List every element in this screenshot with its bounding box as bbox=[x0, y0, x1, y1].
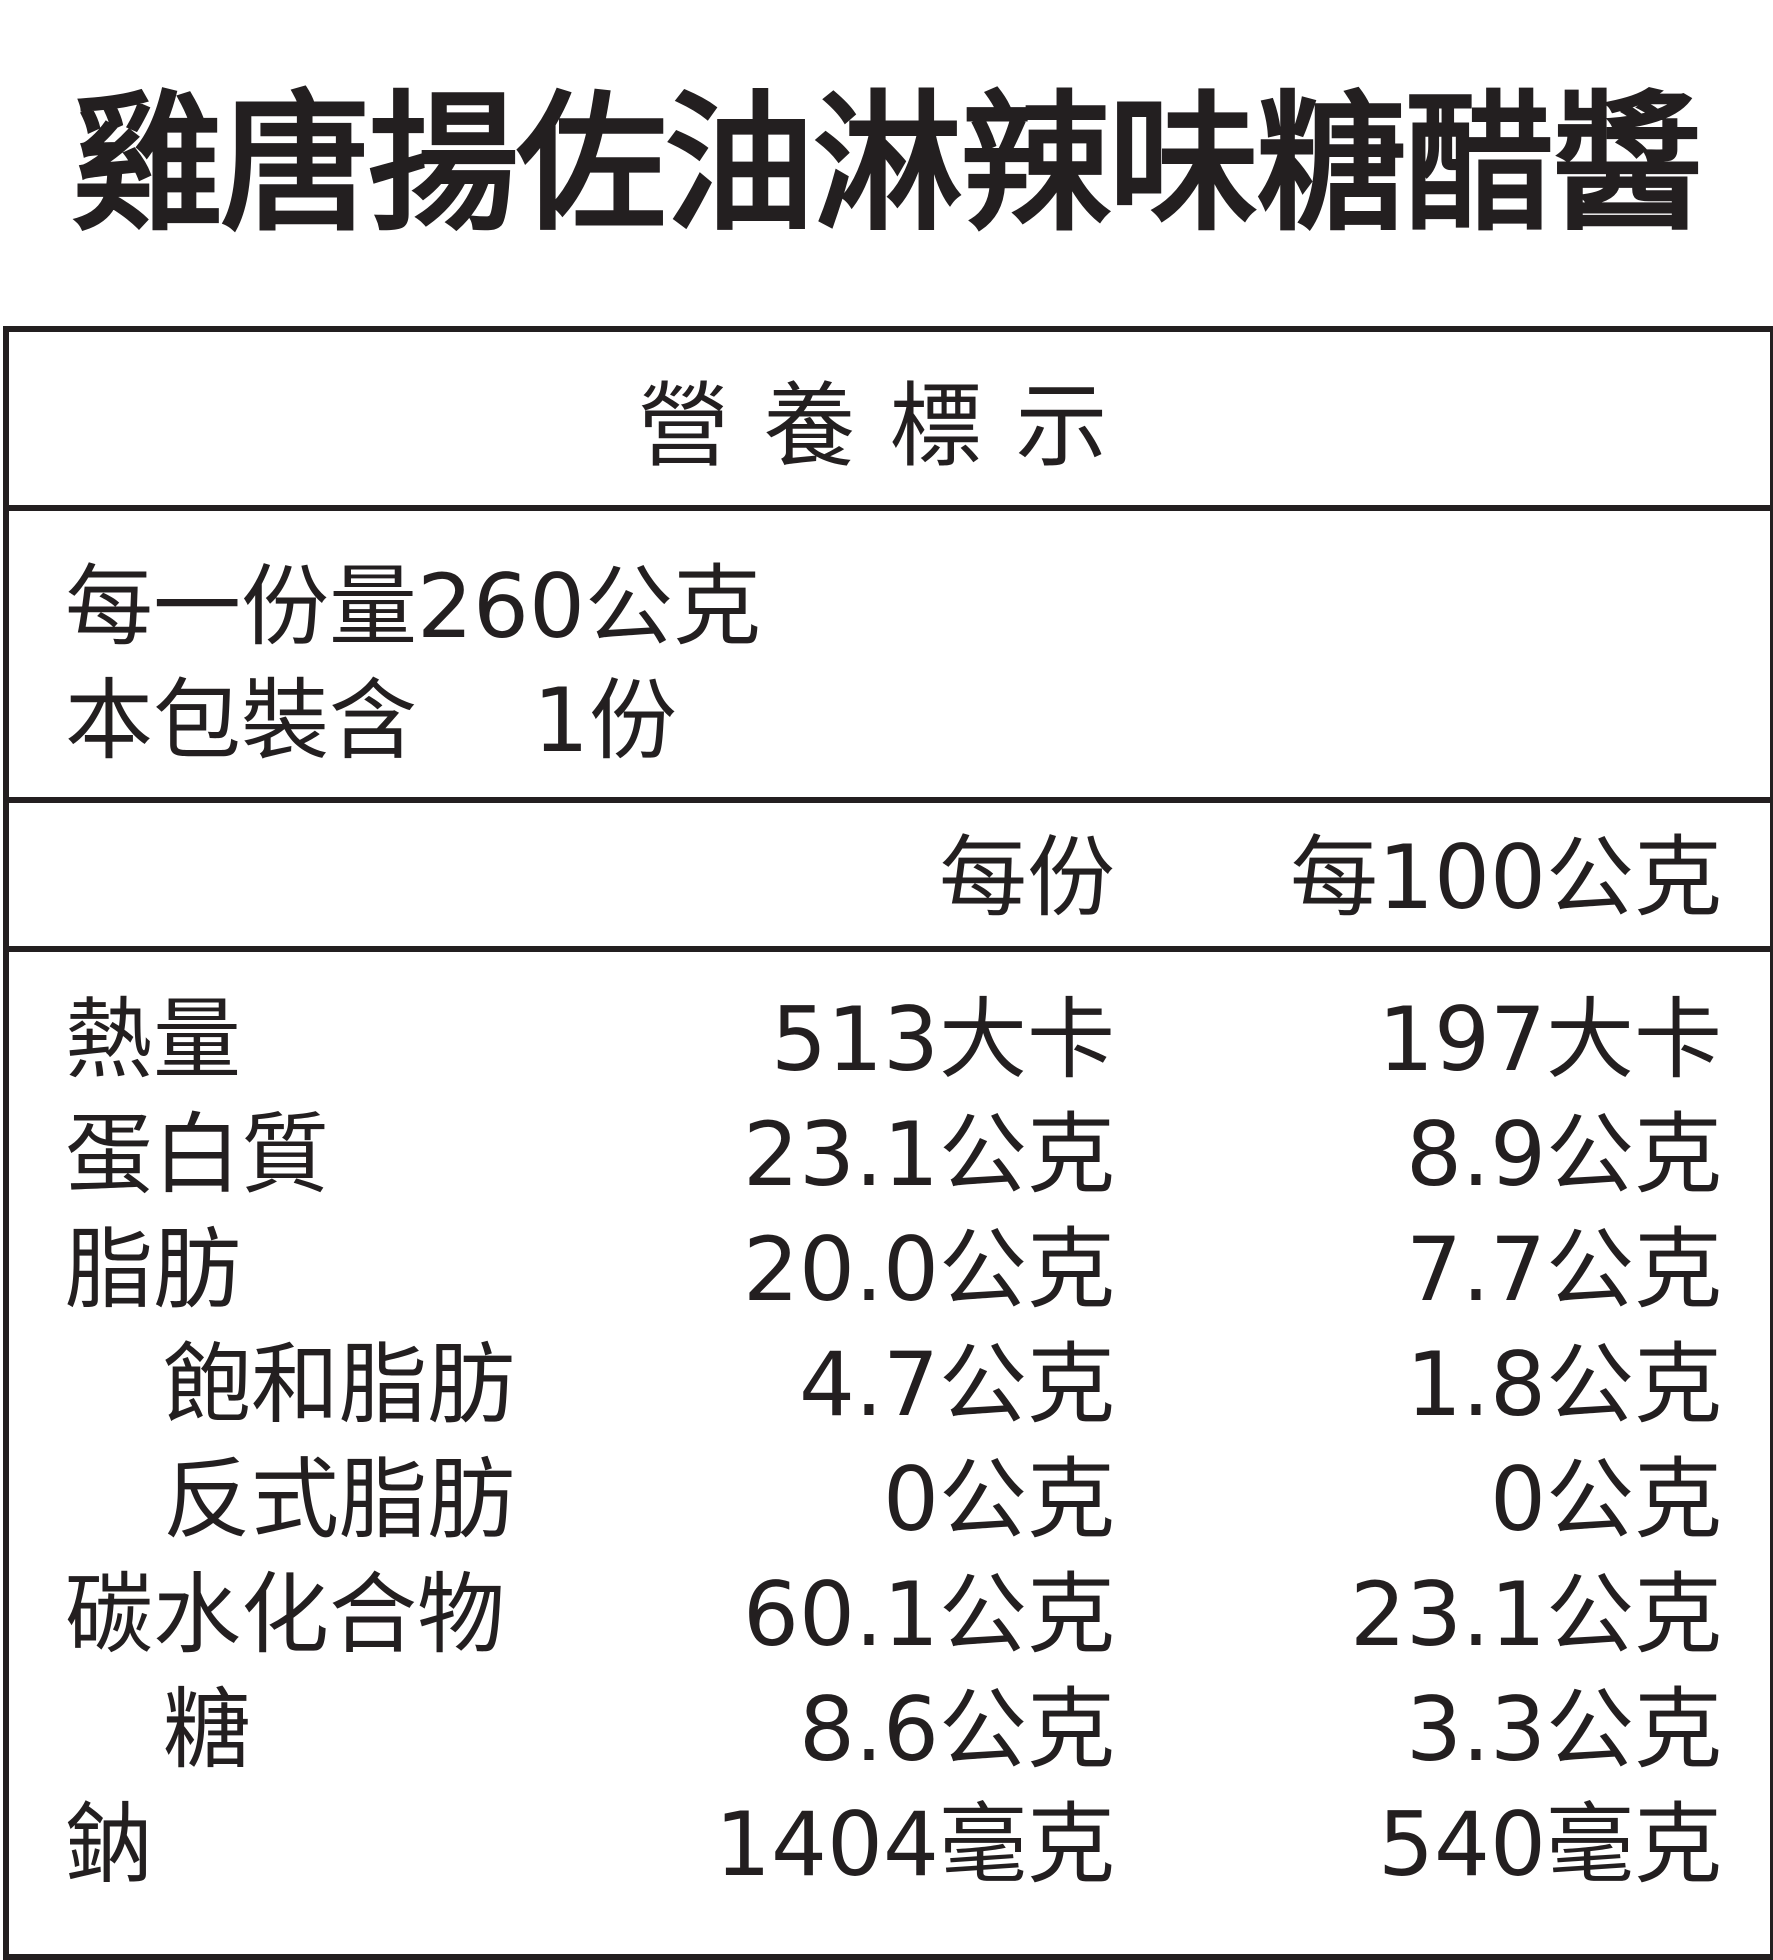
nutrient-name: 熱量 bbox=[65, 988, 242, 1091]
nutrient-name: 飽和脂肪 bbox=[163, 1333, 516, 1436]
product-title: 雞唐揚佐油淋辣味糖醋醬 bbox=[72, 78, 1702, 252]
nutrient-name: 鈉 bbox=[65, 1793, 154, 1896]
per-serving-value: 1404毫克 bbox=[715, 1793, 1115, 1896]
per-100g-value: 3.3公克 bbox=[1406, 1678, 1722, 1781]
per-serving-value: 4.7公克 bbox=[799, 1333, 1115, 1436]
per-serving-value: 513大卡 bbox=[771, 988, 1115, 1091]
per-serving-value: 60.1公克 bbox=[743, 1563, 1115, 1666]
per-serving-value: 20.0公克 bbox=[743, 1218, 1115, 1321]
nutrient-name: 碳水化合物 bbox=[65, 1563, 506, 1666]
serving-size: 每一份量260公克 bbox=[65, 555, 761, 658]
label-heading: 營養標示 bbox=[637, 373, 1142, 480]
divider bbox=[9, 797, 1770, 803]
per-serving-value: 0公克 bbox=[883, 1448, 1115, 1551]
nutrition-label: 營養標示 每一份量260公克 本包裝含 1份 每份 每100公克 熱量 513大卡… bbox=[3, 326, 1773, 1960]
column-header-per-serving: 每份 bbox=[938, 826, 1115, 929]
nutrient-name: 反式脂肪 bbox=[163, 1448, 516, 1551]
divider bbox=[9, 946, 1770, 952]
per-100g-value: 0公克 bbox=[1490, 1448, 1722, 1551]
per-serving-value: 23.1公克 bbox=[743, 1103, 1115, 1206]
column-header-per-100g: 每100公克 bbox=[1290, 826, 1722, 929]
servings-per-package: 本包裝含 1份 bbox=[65, 669, 677, 772]
per-serving-value: 8.6公克 bbox=[799, 1678, 1115, 1781]
divider bbox=[9, 505, 1770, 511]
per-100g-value: 23.1公克 bbox=[1350, 1563, 1722, 1666]
per-100g-value: 1.8公克 bbox=[1406, 1333, 1722, 1436]
per-100g-value: 7.7公克 bbox=[1406, 1218, 1722, 1321]
per-100g-value: 8.9公克 bbox=[1406, 1103, 1722, 1206]
nutrient-name: 蛋白質 bbox=[65, 1103, 330, 1206]
nutrient-name: 糖 bbox=[163, 1678, 252, 1781]
per-100g-value: 540毫克 bbox=[1378, 1793, 1722, 1896]
nutrient-name: 脂肪 bbox=[65, 1218, 242, 1321]
per-100g-value: 197大卡 bbox=[1378, 988, 1722, 1091]
